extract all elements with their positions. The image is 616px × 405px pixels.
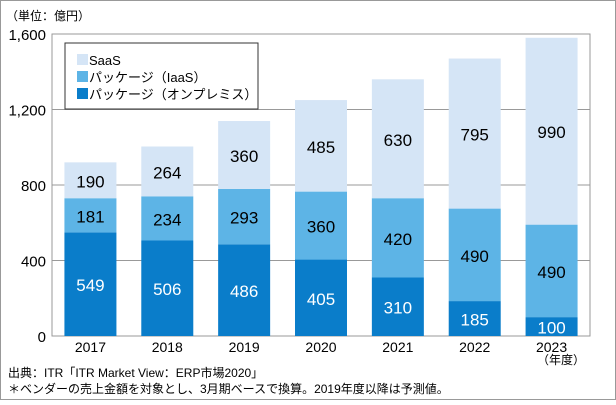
x-tick-label: 2020 [305,339,336,355]
x-tick-label: 2019 [229,339,260,355]
bar-segment [371,277,424,336]
bar-segment [525,317,578,336]
x-tick-label: 2023 [536,339,567,355]
data-label: 293 [230,209,258,228]
data-label: 990 [537,123,565,142]
data-label: 549 [76,276,104,295]
bar-segment [141,240,194,336]
footer-note: ＊ベンダーの売上金額を対象とし、3月期ベースで換算。2019年度以降は予測値。 [8,381,449,396]
bar-segment [64,162,117,199]
legend [64,42,259,110]
data-label: 185 [461,311,489,330]
x-tick-label: 2018 [152,339,183,355]
y-tick-label: 1,600 [8,27,46,44]
legend-label: パッケージ（IaaS） [89,70,206,85]
bar-segment [141,196,194,241]
legend-label: パッケージ（オンプレミス） [89,87,257,102]
bar-segment [448,208,501,302]
y-tick-label: 1,200 [8,103,46,120]
data-label: 181 [76,207,104,226]
unit-label: （単位：億円） [6,8,90,23]
bar-segment [218,188,271,245]
legend-swatch [77,71,88,82]
bar-segment [64,198,117,233]
x-tick-label: 2022 [459,339,490,355]
bar-segment [371,198,424,278]
data-label: 234 [153,210,181,229]
bar-segment [448,301,501,336]
bar-segment [525,224,578,318]
bar-segment [525,37,578,225]
legend-swatch [77,88,88,99]
bar-segment [295,259,347,336]
legend-swatch [77,54,88,65]
x-unit-label: （年度） [537,352,585,367]
data-label: 485 [307,138,335,157]
data-label: 264 [153,163,181,182]
bar-segment [218,244,271,336]
x-tick-label: 2021 [382,339,413,355]
data-label: 795 [461,126,489,145]
bar-segment [295,191,347,260]
data-label: 310 [384,299,412,318]
bar-segment [64,232,117,336]
data-label: 360 [230,147,258,166]
data-label: 100 [537,319,565,338]
bar-segment [218,121,271,189]
legend-label: SaaS [89,53,121,68]
data-label: 405 [307,290,335,309]
data-label: 630 [384,131,412,150]
data-label: 420 [384,230,412,249]
x-tick-label: 2017 [75,339,106,355]
data-label: 506 [153,280,181,299]
data-label: 490 [461,247,489,266]
data-label: 190 [76,172,104,191]
bar-segment [371,79,424,199]
bar-segment [141,146,194,197]
y-tick-label: 400 [21,254,46,271]
bar-segment [448,58,501,209]
bar-segment [295,100,347,192]
data-label: 486 [230,282,258,301]
data-label: 360 [307,218,335,237]
data-label: 490 [537,263,565,282]
footer-source: 出典：ITR「ITR Market View：ERP市場2020」 [8,365,263,380]
y-tick-label: 800 [21,178,46,195]
y-tick-label: 0 [38,329,46,346]
